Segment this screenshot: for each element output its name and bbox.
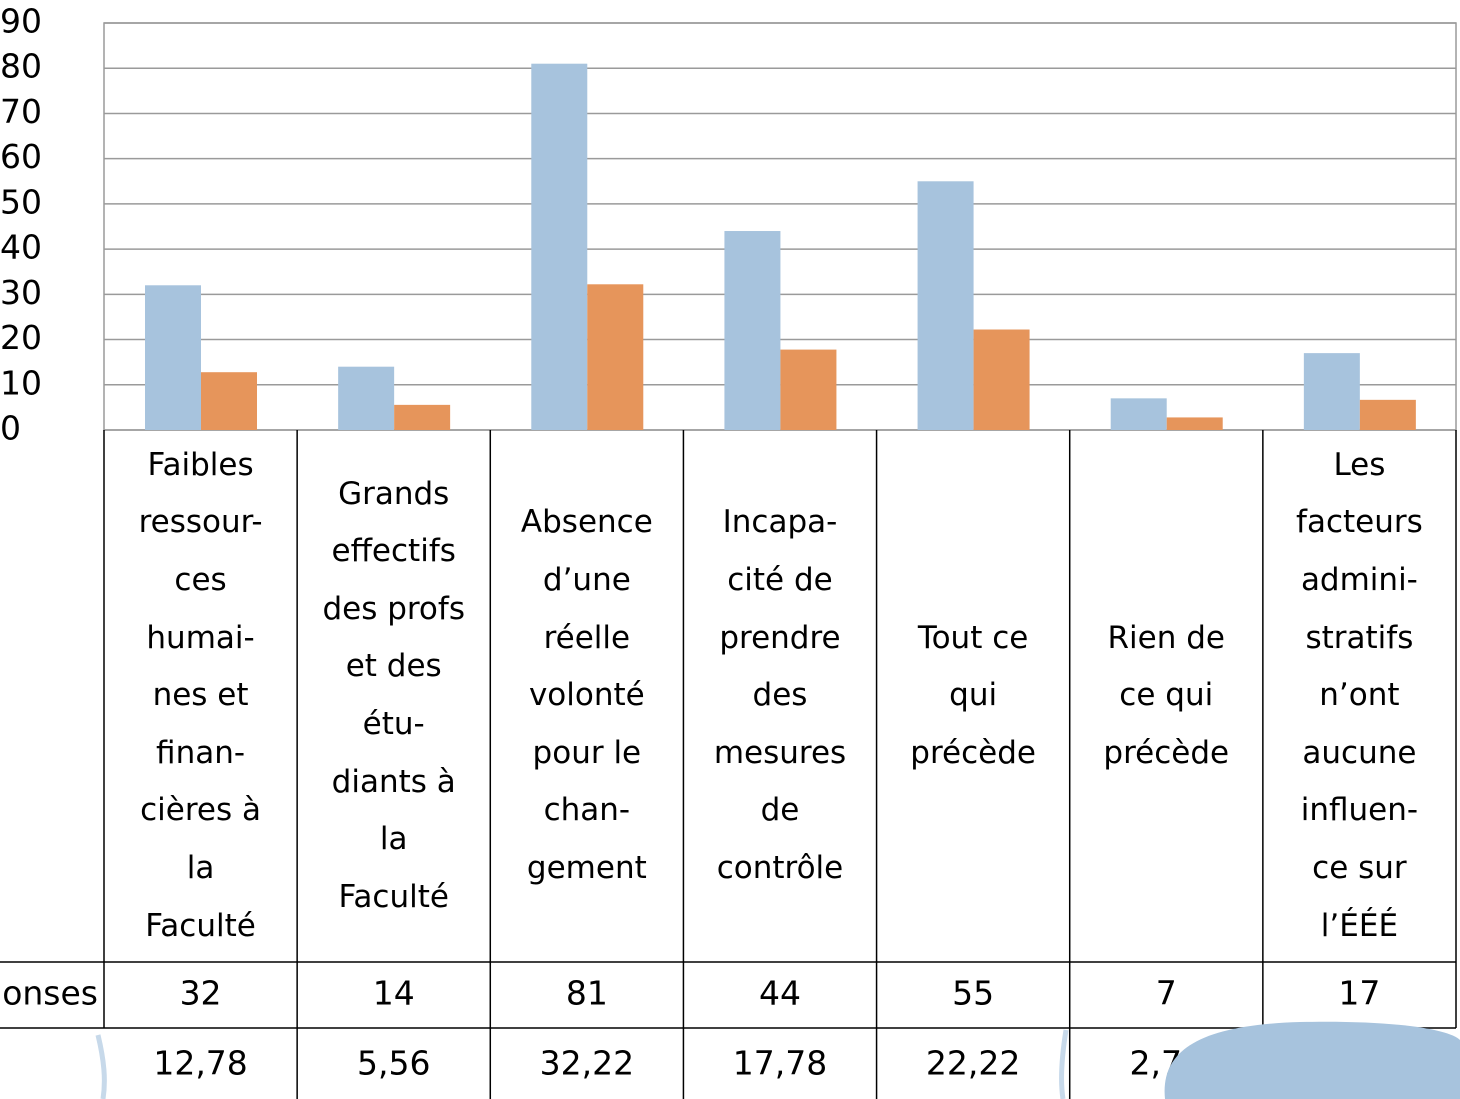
bar xyxy=(338,366,395,430)
x-tick-label: Absence d’une réelle volonté pour le cha… xyxy=(520,504,653,886)
bar xyxy=(531,63,588,430)
x-tick-label: Tout ce qui précède xyxy=(910,619,1036,771)
y-tick-label: 30 xyxy=(0,273,42,312)
table-value: 81 xyxy=(566,974,608,1013)
bar xyxy=(394,404,451,430)
x-tick-label: Les facteurs admini- stratifs n’ont aucu… xyxy=(1296,446,1423,944)
table-value: 14 xyxy=(373,974,415,1013)
bar xyxy=(145,285,201,430)
bar xyxy=(201,372,257,430)
bar xyxy=(1303,353,1360,430)
table-value: 7 xyxy=(1156,974,1177,1013)
decoration xyxy=(1164,1021,1460,1099)
y-tick-label: 40 xyxy=(0,228,42,267)
bar xyxy=(1166,417,1223,430)
y-tick-label: 0 xyxy=(0,409,21,448)
table-value: 5,56 xyxy=(357,1044,430,1083)
legend-label: onses xyxy=(2,974,98,1013)
table-value: 55 xyxy=(952,974,994,1013)
x-tick-label: Grands effectifs des profs et des étu- d… xyxy=(322,475,465,915)
decoration xyxy=(95,1034,107,1099)
x-tick-label: Incapa- cité de prendre des mesures de c… xyxy=(713,504,847,886)
bar xyxy=(973,329,1030,430)
bar xyxy=(1110,398,1167,430)
x-tick-label: Faibles ressour- ces humai- nes et finan… xyxy=(138,446,263,944)
bar xyxy=(1359,399,1416,430)
y-tick-label: 10 xyxy=(0,363,42,402)
table-value: 22,22 xyxy=(926,1044,1020,1083)
y-tick-label: 70 xyxy=(0,92,42,131)
y-tick-label: 20 xyxy=(0,318,42,357)
table-value: 44 xyxy=(759,974,801,1013)
table-value: 12,78 xyxy=(153,1044,247,1083)
table-value: 32,22 xyxy=(540,1044,634,1083)
bar xyxy=(780,349,837,430)
table-value: 17,78 xyxy=(733,1044,827,1083)
table-value: 32 xyxy=(180,974,222,1013)
bar xyxy=(587,284,644,430)
bar xyxy=(917,181,974,430)
x-tick-label: Rien de ce qui précède xyxy=(1103,619,1230,771)
y-tick-label: 60 xyxy=(0,137,42,176)
table-value: 17 xyxy=(1338,974,1380,1013)
y-tick-label: 50 xyxy=(0,182,42,221)
y-tick-label: 90 xyxy=(0,2,42,41)
bar xyxy=(724,231,781,430)
decoration xyxy=(1059,1029,1069,1099)
y-tick-label: 80 xyxy=(0,47,42,86)
